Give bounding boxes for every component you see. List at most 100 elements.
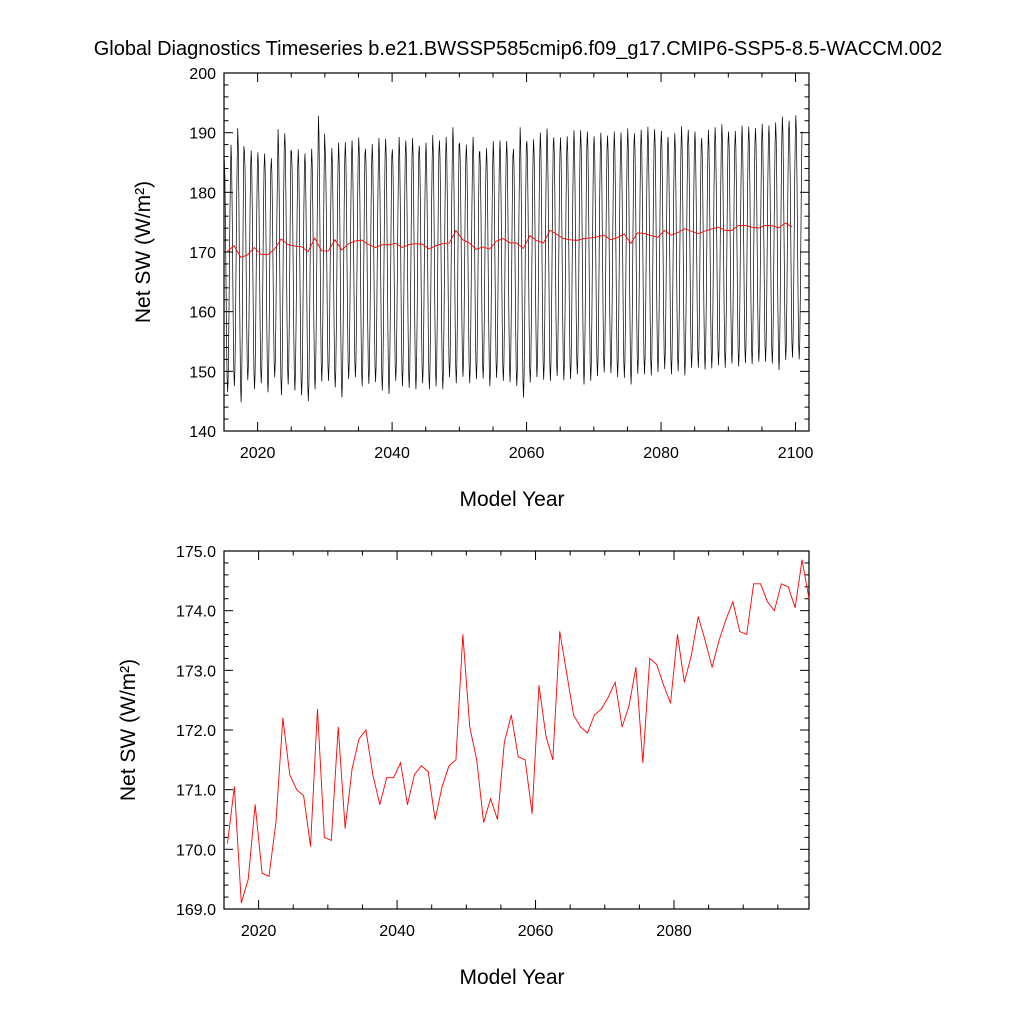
annual-mean-point: [718, 640, 720, 641]
annual-mean-point: [379, 804, 381, 805]
bottom-y-tick-label: 174.0: [176, 604, 216, 621]
annual-mean-point: [580, 726, 581, 728]
top-x-tick-label: 2080: [643, 445, 679, 462]
bottom-x-tick-label: 2080: [656, 923, 692, 940]
annual-mean-point: [462, 634, 464, 635]
annual-mean-point: [635, 666, 637, 668]
annual-mean-point: [663, 684, 665, 686]
annual-mean-point: [317, 708, 318, 710]
top-y-tick-label: 160: [189, 305, 216, 322]
top-y-axis-title: Net SW (W/m²): [132, 181, 155, 323]
top-x-tick-label: 2020: [240, 445, 276, 462]
bottom-panel: 2020 2040 2060 2080 169.0 170.0 171.0 172.0 173.…: [117, 544, 810, 989]
annual-mean-point: [310, 845, 311, 847]
annual-mean-point: [531, 813, 533, 814]
annual-mean-point: [767, 601, 768, 603]
annual-mean-point: [386, 777, 388, 779]
annual-mean-point: [670, 702, 671, 704]
annual-mean-point: [275, 822, 277, 823]
annual-mean-point: [393, 777, 395, 779]
annual-mean-point: [510, 714, 512, 716]
annual-mean-point: [303, 795, 305, 797]
annual-mean-point: [760, 583, 761, 585]
bottom-x-tick-label: 2020: [241, 923, 277, 940]
annual-mean-point: [448, 765, 450, 767]
annual-mean-point: [677, 634, 678, 635]
annual-mean-point: [330, 839, 332, 841]
chart-title: Global Diagnostics Timeseries b.e21.BWSS…: [94, 38, 943, 60]
annual-mean-point: [773, 610, 775, 612]
top-y-tick-label: 180: [189, 185, 216, 202]
monthly-mean-line: [223, 115, 803, 403]
annual-mean-point: [323, 837, 325, 838]
annual-mean-point: [282, 717, 284, 719]
annual-mean-point: [517, 756, 519, 758]
annual-mean-point: [711, 666, 713, 668]
annual-mean-point: [351, 768, 353, 770]
top-series: [223, 115, 803, 403]
annual-mean-point: [794, 607, 796, 609]
annual-mean-point: [690, 655, 692, 656]
top-y-tick-label: 190: [189, 126, 216, 143]
annual-mean-point: [732, 601, 734, 603]
bottom-ticks: [223, 550, 809, 910]
annual-mean-point: [337, 726, 339, 728]
annual-mean-point: [254, 804, 256, 805]
annual-mean-point: [587, 732, 588, 734]
annual-mean-point: [476, 759, 478, 761]
top-tick-labels: 2020 2040 2060 2080 2100 140 150 160 170 180 190 20…: [189, 66, 813, 462]
annual-mean-point: [372, 774, 374, 776]
annual-mean-point: [524, 759, 526, 761]
annual-mean-point: [683, 681, 685, 683]
annual-mean-point: [407, 804, 408, 805]
bottom-y-tick-label: 173.0: [176, 663, 216, 680]
annual-mean-point: [261, 872, 263, 874]
annual-mean-point: [593, 714, 595, 716]
annual-mean-point: [739, 631, 741, 632]
bottom-x-axis-title: Model Year: [459, 966, 564, 989]
annual-mean-point: [753, 583, 755, 585]
bottom-y-axis-title: Net SW (W/m²): [117, 659, 140, 801]
annual-mean-point: [538, 684, 540, 686]
annual-mean-point: [455, 759, 457, 761]
annual-mean-point: [600, 708, 602, 710]
annual-mean-point: [400, 762, 401, 764]
annual-mean-point: [503, 741, 505, 743]
annual-mean-point: [552, 759, 554, 761]
top-y-tick-label: 170: [189, 245, 216, 262]
annual-mean-point: [289, 774, 291, 776]
top-x-tick-label: 2040: [374, 445, 410, 462]
annual-mean-point: [413, 774, 415, 776]
annual-mean-point: [420, 765, 422, 767]
annual-mean-point: [780, 583, 782, 585]
annual-mean-point: [642, 762, 644, 764]
top-y-tick-label: 150: [189, 364, 216, 381]
annual-mean-point: [621, 726, 623, 728]
annual-mean-point: [649, 658, 651, 659]
annual-mean-point: [787, 586, 789, 588]
bottom-y-tick-label: 170.0: [176, 842, 216, 859]
bottom-y-tick-label: 171.0: [176, 783, 216, 800]
annual-mean-point: [614, 681, 616, 683]
annual-mean-point: [808, 598, 810, 600]
annual-mean-point: [240, 902, 242, 904]
bottom-x-tick-label: 2040: [379, 923, 415, 940]
bottom-series: [227, 559, 810, 904]
annual-mean-point: [344, 828, 346, 829]
annual-mean-point: [490, 798, 491, 800]
annual-mean-point: [746, 634, 748, 635]
annual-mean-point: [607, 696, 609, 698]
annual-mean-point: [358, 738, 360, 740]
annual-mean-point: [656, 663, 658, 665]
bottom-x-tick-label: 2060: [518, 923, 554, 940]
top-x-axis-title: Model Year: [459, 488, 564, 511]
annual-mean-point: [233, 786, 235, 788]
annual-mean-point: [801, 559, 803, 561]
annual-mean-point: [247, 878, 249, 880]
bottom-tick-labels: 2020 2040 2060 2080 169.0 170.0 171.0 172.0 173.…: [176, 544, 692, 940]
top-ticks: [223, 72, 809, 432]
bottom-y-tick-label: 175.0: [176, 544, 216, 561]
annual-mean-point: [427, 771, 429, 773]
